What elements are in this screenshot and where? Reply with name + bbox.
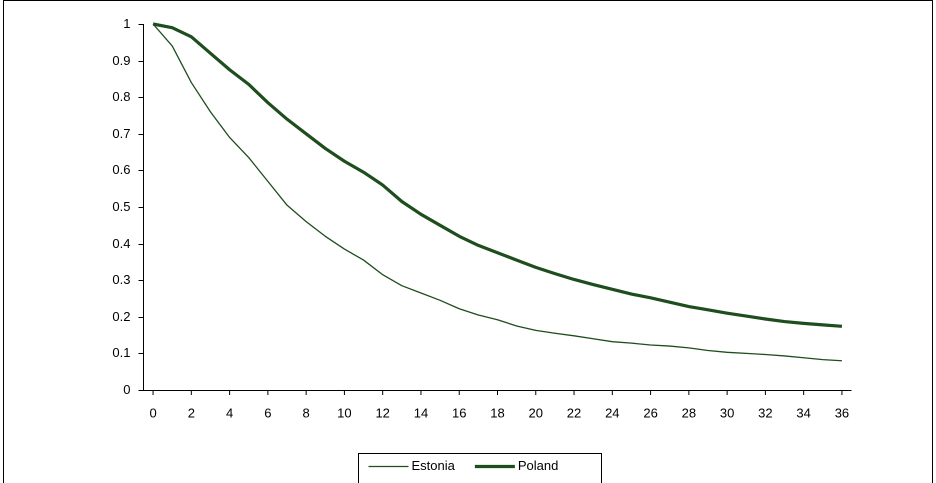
y-tick-label: 0.9 (112, 53, 130, 68)
series-line (152, 23, 842, 362)
x-tick-label: 30 (720, 405, 734, 420)
x-tick-label: 22 (567, 405, 581, 420)
x-tick-label: 32 (758, 405, 772, 420)
x-tick-label: 4 (226, 405, 233, 420)
x-tick-label: 6 (264, 405, 271, 420)
y-tick-label: 0 (123, 382, 130, 397)
y-tick-label: 0.7 (112, 126, 130, 141)
x-tick-label: 24 (605, 405, 619, 420)
x-tick-label: 20 (529, 405, 543, 420)
y-tick-label: 1 (123, 16, 130, 31)
x-tick-label: 16 (452, 405, 466, 420)
x-tick-label: 0 (149, 405, 156, 420)
x-tick-label: 18 (490, 405, 504, 420)
legend-label: Estonia (412, 458, 456, 473)
x-tick-label: 2 (188, 405, 195, 420)
x-tick-label: 26 (643, 405, 657, 420)
y-tick-label: 0.8 (112, 89, 130, 104)
x-tick-label: 28 (682, 405, 696, 420)
x-tick-label: 14 (414, 405, 428, 420)
series-line (152, 22, 843, 328)
y-tick-label: 0.3 (112, 272, 130, 287)
y-tick-label: 0.6 (112, 162, 130, 177)
x-tick-label: 12 (375, 405, 389, 420)
legend-box (358, 453, 602, 483)
x-tick-label: 10 (337, 405, 351, 420)
y-tick-label: 0.4 (112, 236, 130, 251)
y-tick-label: 0.1 (112, 345, 130, 360)
x-tick-label: 8 (303, 405, 310, 420)
legend-label: Poland (518, 458, 558, 473)
x-tick-label: 34 (796, 405, 810, 420)
x-tick-label: 36 (835, 405, 849, 420)
y-tick-label: 0.2 (112, 309, 130, 324)
y-tick-label: 0.5 (112, 199, 130, 214)
